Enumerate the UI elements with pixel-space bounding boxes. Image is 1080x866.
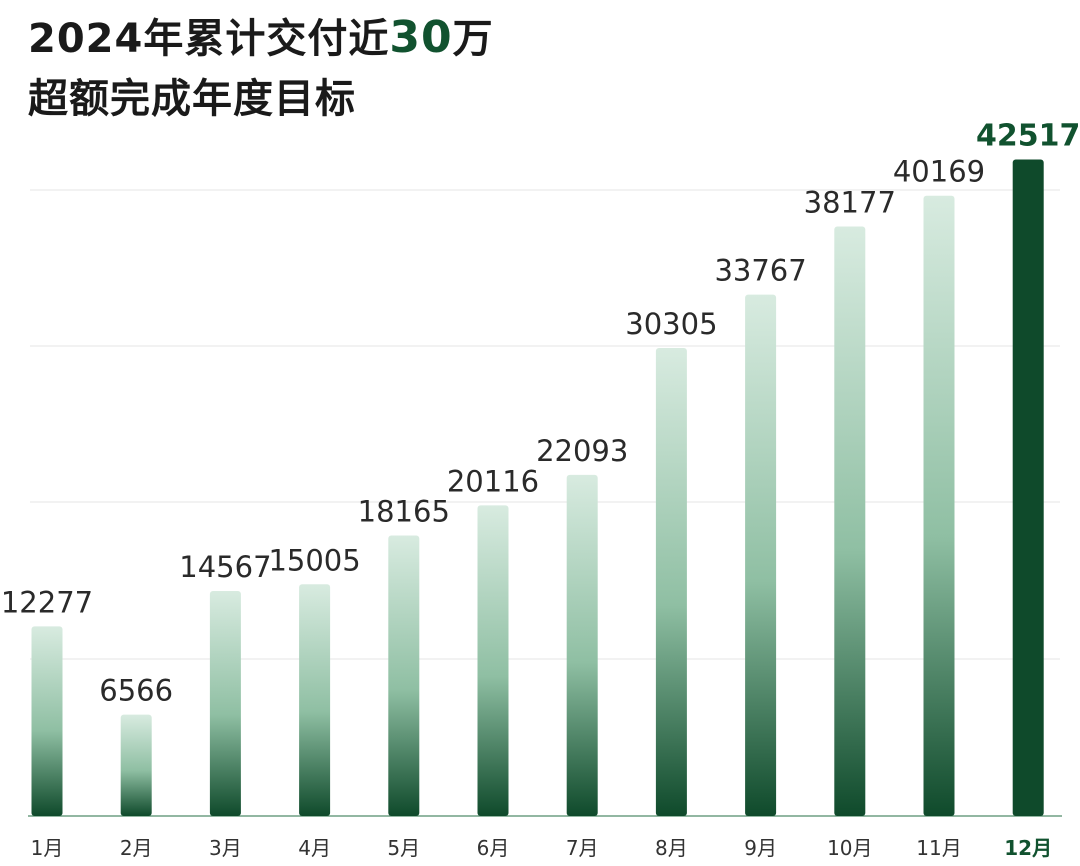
value-label: 33767 <box>714 254 806 288</box>
x-tick-label: 5月 <box>387 836 420 860</box>
bar-12月 <box>1012 159 1044 816</box>
value-label: 18165 <box>358 494 450 528</box>
x-tick-label: 10月 <box>827 836 872 860</box>
value-label: 20116 <box>447 464 539 498</box>
x-tick-label: 3月 <box>209 836 242 860</box>
bar-3月 <box>209 591 241 816</box>
bar-1月 <box>31 626 63 816</box>
bar-6月 <box>477 505 509 816</box>
x-tick-label: 9月 <box>744 836 777 860</box>
x-tick-label: 8月 <box>655 836 688 860</box>
x-tick-label: 6月 <box>477 836 510 860</box>
bar-2月 <box>120 714 152 816</box>
title-suffix: 万 <box>452 16 494 62</box>
x-tick-label: 2月 <box>120 836 153 860</box>
chart-title: 2024年累计交付近30万 <box>28 6 494 64</box>
title-highlight-number: 30 <box>389 12 453 63</box>
x-tick-label: 7月 <box>566 836 599 860</box>
bar-5月 <box>388 535 420 816</box>
value-label: 40169 <box>893 155 985 189</box>
value-label: 22093 <box>536 434 628 468</box>
bar-7月 <box>566 474 598 816</box>
bar-11月 <box>923 195 955 816</box>
value-label: 12277 <box>1 585 93 619</box>
x-tick-label: 1月 <box>31 836 64 860</box>
value-label: 42517 <box>976 118 1080 153</box>
x-tick-label: 4月 <box>298 836 331 860</box>
value-label: 15005 <box>268 543 360 577</box>
value-label: 38177 <box>804 185 896 219</box>
bar-4月 <box>299 584 331 816</box>
bar-8月 <box>655 348 687 816</box>
x-tick-label: 11月 <box>916 836 961 860</box>
value-label: 6566 <box>99 674 173 708</box>
bar-9月 <box>745 294 777 816</box>
chart-subtitle: 超额完成年度目标 <box>28 76 356 122</box>
x-tick-label: 12月 <box>1004 836 1052 860</box>
value-label: 30305 <box>625 307 717 341</box>
title-prefix: 2024年累计交付近 <box>28 16 390 62</box>
value-label: 14567 <box>179 550 271 584</box>
bar-10月 <box>834 226 866 817</box>
